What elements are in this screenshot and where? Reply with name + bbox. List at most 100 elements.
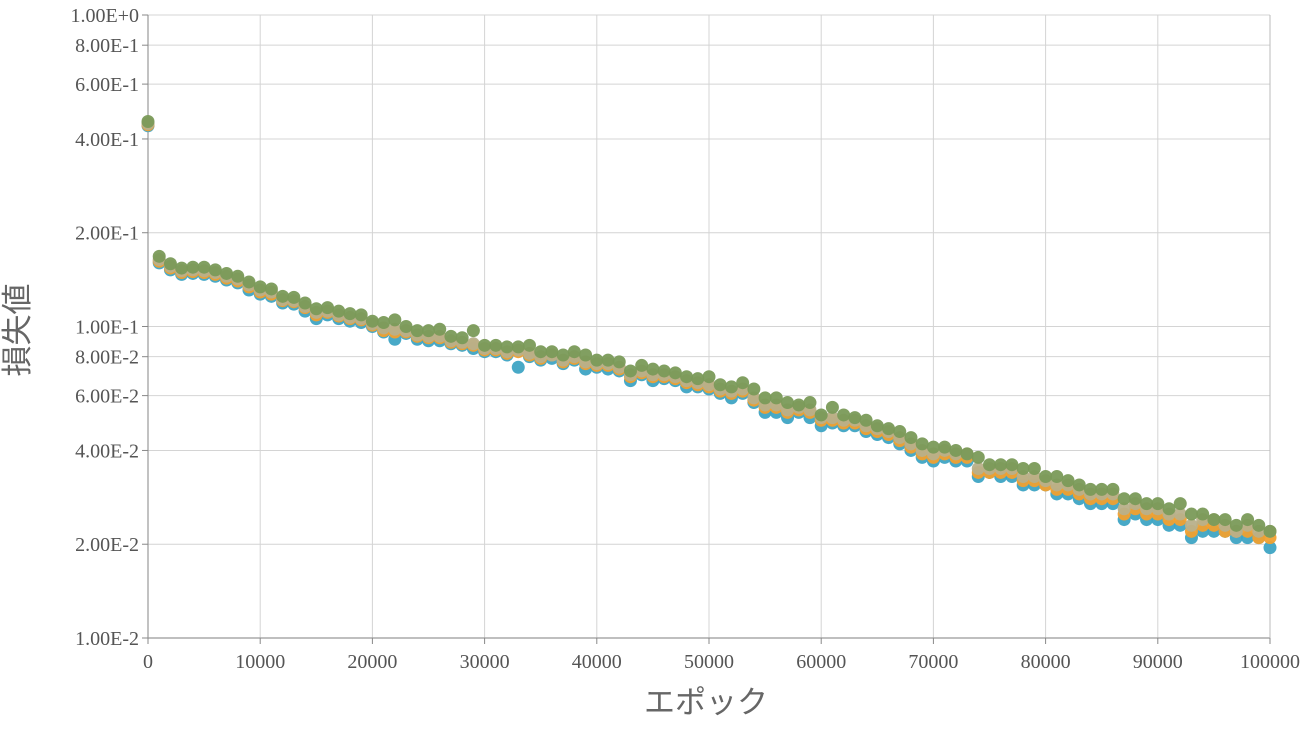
data-point bbox=[657, 364, 671, 378]
x-tick-label: 30000 bbox=[460, 651, 510, 673]
data-point bbox=[220, 266, 234, 280]
data-point bbox=[1039, 469, 1053, 483]
data-point bbox=[837, 408, 851, 422]
y-tick-label: 4.00E-1 bbox=[75, 129, 139, 151]
data-point bbox=[870, 419, 884, 433]
data-point bbox=[926, 440, 940, 454]
data-point bbox=[848, 411, 862, 425]
data-point bbox=[388, 322, 402, 336]
data-point bbox=[769, 391, 783, 405]
data-point bbox=[949, 443, 963, 457]
y-tick-label: 6.00E-1 bbox=[75, 74, 139, 96]
data-point bbox=[489, 338, 503, 352]
data-point bbox=[1128, 492, 1142, 506]
data-point bbox=[1218, 513, 1232, 527]
data-point bbox=[1005, 458, 1019, 472]
data-point bbox=[152, 249, 166, 263]
data-point bbox=[1072, 478, 1086, 492]
data-point bbox=[298, 296, 312, 310]
y-tick-label: 8.00E-2 bbox=[75, 347, 139, 369]
data-point bbox=[702, 370, 716, 384]
data-point bbox=[893, 425, 907, 439]
data-point bbox=[1173, 497, 1187, 511]
data-point bbox=[1184, 507, 1198, 521]
data-point bbox=[231, 269, 245, 283]
data-point bbox=[882, 422, 896, 436]
data-point bbox=[287, 290, 301, 304]
data-point bbox=[208, 263, 222, 277]
data-point bbox=[343, 307, 357, 321]
data-point bbox=[971, 462, 985, 476]
data-point bbox=[758, 391, 772, 405]
data-point bbox=[422, 324, 435, 338]
data-point bbox=[792, 398, 806, 412]
data-point bbox=[1151, 497, 1165, 511]
y-tick-label: 4.00E-2 bbox=[75, 440, 139, 462]
data-point bbox=[601, 353, 615, 367]
y-tick-label: 8.00E-1 bbox=[75, 35, 139, 57]
y-axis-ticks: 1.00E-2 2.00E-2 4.00E-2 6.00E-2 8.00E-2 1.00E… bbox=[71, 5, 148, 650]
x-tick-label: 60000 bbox=[796, 651, 846, 673]
data-point bbox=[612, 355, 626, 369]
data-point bbox=[522, 338, 536, 352]
data-point bbox=[803, 396, 817, 410]
data-points bbox=[141, 115, 1277, 555]
data-point bbox=[1229, 518, 1243, 532]
x-tick-label: 70000 bbox=[908, 651, 958, 673]
data-point bbox=[511, 360, 525, 374]
y-axis-title: 損失値 bbox=[0, 284, 36, 377]
data-point bbox=[1016, 462, 1030, 476]
data-point bbox=[264, 282, 278, 296]
data-point bbox=[781, 396, 795, 410]
data-point bbox=[377, 316, 391, 330]
data-point bbox=[814, 408, 828, 422]
y-tick-label: 6.00E-2 bbox=[75, 386, 139, 408]
data-point bbox=[365, 314, 379, 328]
data-point bbox=[321, 301, 335, 315]
data-point bbox=[478, 338, 492, 352]
y-tick-label: 1.00E-2 bbox=[75, 628, 139, 650]
data-point bbox=[1117, 502, 1131, 516]
data-point bbox=[960, 447, 974, 461]
data-point bbox=[1263, 541, 1277, 555]
x-tick-label: 90000 bbox=[1133, 651, 1183, 673]
data-point bbox=[500, 340, 514, 354]
data-point bbox=[175, 261, 189, 275]
data-point bbox=[904, 431, 918, 445]
data-point bbox=[1050, 469, 1064, 483]
data-point bbox=[332, 304, 346, 318]
y-tick-label: 2.00E-2 bbox=[75, 534, 139, 556]
data-point bbox=[388, 313, 402, 327]
data-point bbox=[983, 458, 996, 472]
y-tick-label: 1.00E+0 bbox=[71, 5, 140, 27]
data-point bbox=[163, 257, 177, 271]
data-point bbox=[1140, 497, 1154, 511]
x-tick-label: 40000 bbox=[572, 651, 622, 673]
data-point bbox=[534, 345, 548, 359]
x-tick-label: 80000 bbox=[1021, 651, 1071, 673]
data-point bbox=[253, 280, 267, 294]
x-tick-label: 0 bbox=[143, 651, 153, 673]
data-point bbox=[1027, 462, 1041, 476]
y-tick-label: 1.00E-1 bbox=[75, 317, 139, 339]
y-tick-label: 2.00E-1 bbox=[75, 223, 139, 245]
data-point bbox=[410, 324, 424, 338]
data-point bbox=[691, 372, 705, 386]
data-point bbox=[1083, 482, 1097, 496]
data-point bbox=[466, 324, 480, 338]
data-point bbox=[186, 260, 200, 274]
data-point bbox=[1117, 492, 1131, 506]
data-point bbox=[1106, 482, 1120, 496]
data-point bbox=[680, 370, 694, 384]
data-point bbox=[545, 345, 559, 359]
data-point bbox=[635, 358, 649, 372]
x-tick-label: 100000 bbox=[1240, 651, 1300, 673]
data-point bbox=[590, 353, 604, 367]
data-point bbox=[354, 308, 368, 322]
data-point bbox=[713, 378, 727, 392]
data-point bbox=[1184, 518, 1198, 532]
data-point bbox=[971, 450, 985, 464]
x-axis-title: エポック bbox=[644, 685, 768, 721]
data-point bbox=[433, 322, 447, 336]
